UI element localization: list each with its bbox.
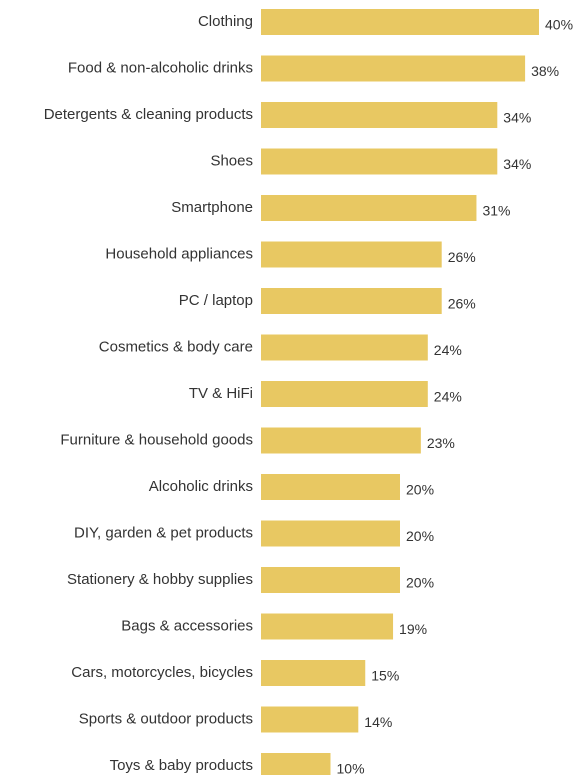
category-label: Shoes bbox=[210, 152, 253, 169]
bar-row: Toys & baby products 10% bbox=[110, 753, 365, 775]
bar-row: Smartphone 31% bbox=[171, 195, 510, 221]
value-label: 34% bbox=[503, 156, 531, 172]
bar-row: Household appliances 26% bbox=[105, 241, 476, 268]
value-label: 19% bbox=[399, 621, 427, 637]
value-label: 20% bbox=[406, 575, 434, 591]
category-label: Stationery & hobby supplies bbox=[67, 571, 253, 588]
bar bbox=[261, 753, 331, 775]
value-label: 40% bbox=[545, 17, 573, 33]
bar bbox=[261, 334, 428, 361]
value-label: 24% bbox=[434, 389, 462, 405]
bar-row: Detergents & cleaning products 34% bbox=[44, 102, 531, 128]
bar-row: Bags & accessories 19% bbox=[121, 613, 427, 640]
category-label: Household appliances bbox=[105, 245, 253, 262]
bar bbox=[261, 567, 400, 593]
bar bbox=[261, 241, 442, 268]
bar bbox=[261, 148, 498, 175]
category-label: Sports & outdoor products bbox=[79, 710, 253, 727]
bar-row: Cars, motorcycles, bicycles 15% bbox=[71, 660, 399, 686]
bar bbox=[261, 660, 366, 686]
bar bbox=[261, 613, 394, 640]
bar-row: DIY, garden & pet products 20% bbox=[74, 520, 434, 547]
value-label: 38% bbox=[531, 63, 559, 79]
bar-row: TV & HiFi 24% bbox=[189, 381, 462, 407]
value-label: 26% bbox=[448, 249, 476, 265]
bar-row: Stationery & hobby supplies 20% bbox=[67, 567, 434, 593]
bar-row: Alcoholic drinks 20% bbox=[149, 474, 434, 500]
value-label: 14% bbox=[364, 714, 392, 730]
category-label: Cosmetics & body care bbox=[99, 338, 253, 355]
bar bbox=[261, 9, 539, 35]
value-label: 10% bbox=[337, 761, 365, 775]
value-label: 15% bbox=[371, 668, 399, 684]
category-label: Food & non-alcoholic drinks bbox=[68, 59, 253, 76]
category-label: Toys & baby products bbox=[110, 757, 253, 774]
bar-row: Cosmetics & body care 24% bbox=[99, 334, 462, 361]
bar bbox=[261, 55, 526, 82]
value-label: 20% bbox=[406, 528, 434, 544]
category-label: Bags & accessories bbox=[121, 617, 253, 634]
value-label: 34% bbox=[503, 110, 531, 126]
category-label: Clothing bbox=[198, 13, 253, 30]
bar bbox=[261, 102, 498, 128]
category-label: Detergents & cleaning products bbox=[44, 106, 253, 123]
category-label: Smartphone bbox=[171, 199, 253, 216]
bar-row: Furniture & household goods 23% bbox=[60, 427, 455, 454]
bar bbox=[261, 520, 400, 547]
bar bbox=[261, 706, 359, 733]
category-label: Furniture & household goods bbox=[60, 431, 253, 448]
value-label: 24% bbox=[434, 342, 462, 358]
bar bbox=[261, 427, 421, 454]
bar-row: Sports & outdoor products 14% bbox=[79, 706, 392, 733]
bar bbox=[261, 381, 428, 407]
category-label: Alcoholic drinks bbox=[149, 478, 253, 495]
bar bbox=[261, 474, 400, 500]
value-label: 31% bbox=[482, 203, 510, 219]
bar-row: PC / laptop 26% bbox=[179, 288, 476, 314]
bar-row: Food & non-alcoholic drinks 38% bbox=[68, 55, 559, 82]
category-label: TV & HiFi bbox=[189, 385, 253, 402]
value-label: 23% bbox=[427, 435, 455, 451]
category-label: Cars, motorcycles, bicycles bbox=[71, 664, 253, 681]
category-label: PC / laptop bbox=[179, 292, 253, 309]
bar-row: Shoes 34% bbox=[210, 148, 531, 175]
bar bbox=[261, 288, 442, 314]
value-label: 26% bbox=[448, 296, 476, 312]
value-label: 20% bbox=[406, 482, 434, 498]
bar-row: Clothing 40% bbox=[198, 9, 573, 35]
bar bbox=[261, 195, 477, 221]
category-label: DIY, garden & pet products bbox=[74, 524, 253, 541]
